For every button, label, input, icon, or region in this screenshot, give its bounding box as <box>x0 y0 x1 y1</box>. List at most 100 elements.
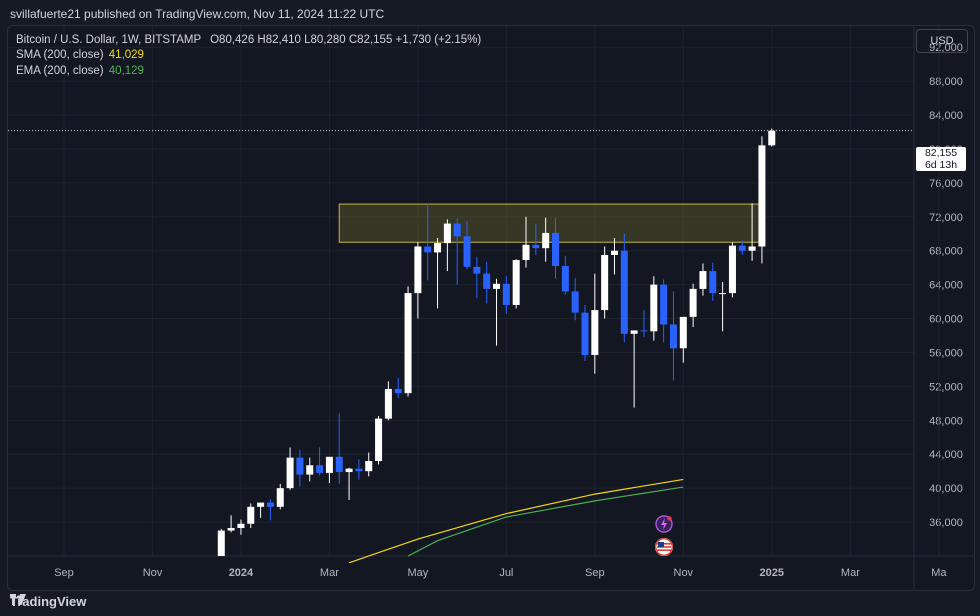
tradingview-logo-icon <box>10 594 26 605</box>
price-axis-label: 40,000 <box>929 483 963 495</box>
time-axis-label: Mar <box>320 567 339 579</box>
time-axis-label: Jul <box>499 567 513 579</box>
currency-button[interactable]: USD <box>916 29 968 53</box>
ema-legend[interactable]: EMA (200, close) 40,129 <box>16 65 144 77</box>
price-tag-value: 82,155 <box>924 147 958 159</box>
candle-body <box>768 130 776 146</box>
candle-body <box>571 291 579 313</box>
candle-body <box>316 465 324 473</box>
candle-body <box>679 316 687 349</box>
candle-body <box>552 232 559 266</box>
candle-body <box>463 236 471 267</box>
candle-body <box>502 283 510 305</box>
price-axis-label: 76,000 <box>929 178 963 190</box>
ohlc-values: O80,426 H82,410 L80,280 C82,155 +1,730 (… <box>210 34 482 46</box>
candle-body <box>424 246 432 253</box>
candle-body <box>266 502 274 507</box>
time-axis-label: Sep <box>54 567 74 579</box>
candle-body <box>738 245 746 251</box>
price-axis-label: 44,000 <box>929 449 963 461</box>
price-axis-label: 92,000 <box>929 42 963 54</box>
sma-line <box>348 478 684 564</box>
price-axis-label: 60,000 <box>929 314 963 326</box>
symbol-legend: Bitcoin / U.S. Dollar, 1W, BITSTAMP O80,… <box>16 34 481 46</box>
time-axis-label: May <box>407 567 428 579</box>
sma-label: SMA (200, close) <box>16 49 104 61</box>
candle-body <box>453 223 461 237</box>
candle-body <box>601 254 609 311</box>
candle-body <box>483 273 491 289</box>
symbol-name[interactable]: Bitcoin / U.S. Dollar, 1W, BITSTAMP <box>16 34 201 46</box>
candle-body <box>493 283 501 289</box>
candle-body <box>728 245 736 294</box>
candle-body <box>404 293 412 394</box>
price-axis-label: 48,000 <box>929 415 963 427</box>
candle-body <box>532 244 540 249</box>
footer-brand-label: TradingView <box>10 594 87 609</box>
price-chart[interactable]: 36,000 40,000 44,000 48,000 52,000 56,000 60,0… <box>8 26 974 590</box>
candle-body <box>257 502 265 507</box>
candle-body <box>660 284 668 325</box>
candle-body <box>640 330 648 332</box>
candle-body <box>709 271 717 294</box>
price-axis-label: 72,000 <box>929 212 963 224</box>
ema-label: EMA (200, close) <box>16 65 104 77</box>
candle-body <box>522 244 530 261</box>
price-axis-label: 52,000 <box>929 381 963 393</box>
candle-body <box>581 312 589 356</box>
candle-body <box>512 260 520 305</box>
ema-line <box>407 486 684 557</box>
candle-body <box>394 388 402 394</box>
candle-body <box>699 271 707 289</box>
candle-body <box>306 465 314 475</box>
candle-body <box>689 288 697 317</box>
footer-brand[interactable]: TradingView <box>10 594 86 609</box>
candle-body <box>345 468 353 473</box>
publisher-line: svillafuerte21 published on TradingView.… <box>10 7 385 21</box>
candle-body <box>561 265 569 292</box>
candle-body <box>325 456 333 473</box>
time-axis-label: Ma <box>931 567 947 579</box>
candle-body <box>237 523 245 529</box>
candle-body <box>414 246 422 294</box>
price-axis-label: 36,000 <box>929 517 963 529</box>
candle-body <box>591 310 599 356</box>
time-axis-label: Sep <box>585 567 605 579</box>
price-axis-label: 64,000 <box>929 280 963 292</box>
sma-value: 41,029 <box>108 49 144 61</box>
candle-body <box>276 488 284 507</box>
candle-body <box>630 330 638 334</box>
ema-value: 40,129 <box>108 65 144 77</box>
flash-event-icon[interactable] <box>655 515 673 533</box>
candle-body <box>610 250 618 255</box>
candle-body <box>650 284 658 332</box>
candle-body <box>247 506 255 524</box>
chart-panel[interactable]: 36,000 40,000 44,000 48,000 52,000 56,000 60,0… <box>7 25 975 591</box>
time-axis-label: Nov <box>674 567 694 579</box>
price-tag: 82,155 6d 13h <box>916 147 966 171</box>
resistance-zone <box>338 203 763 243</box>
candle-body <box>719 293 727 295</box>
price-axis-label: 56,000 <box>929 347 963 359</box>
candle-body <box>473 266 481 274</box>
candle-body <box>443 223 451 244</box>
price-tag-countdown: 6d 13h <box>924 159 958 171</box>
time-axis-label: Nov <box>143 567 163 579</box>
us-flag-event-icon[interactable] <box>655 538 673 556</box>
candle-body <box>355 468 363 472</box>
candle-body <box>384 388 392 419</box>
candle-body <box>375 418 383 462</box>
candle-body <box>758 145 766 247</box>
candle-body <box>620 250 628 334</box>
price-axis-label: 84,000 <box>929 110 963 122</box>
candle-body <box>286 457 294 489</box>
candle-body <box>542 232 550 249</box>
time-axis-label: 2024 <box>229 567 254 579</box>
candle-body <box>669 324 677 349</box>
candle-body <box>434 243 442 253</box>
sma-legend[interactable]: SMA (200, close) 41,029 <box>16 49 144 61</box>
time-axis-label: Mar <box>841 567 860 579</box>
candle-body <box>227 528 235 531</box>
candle-body <box>296 457 304 475</box>
candle-body <box>365 461 373 472</box>
